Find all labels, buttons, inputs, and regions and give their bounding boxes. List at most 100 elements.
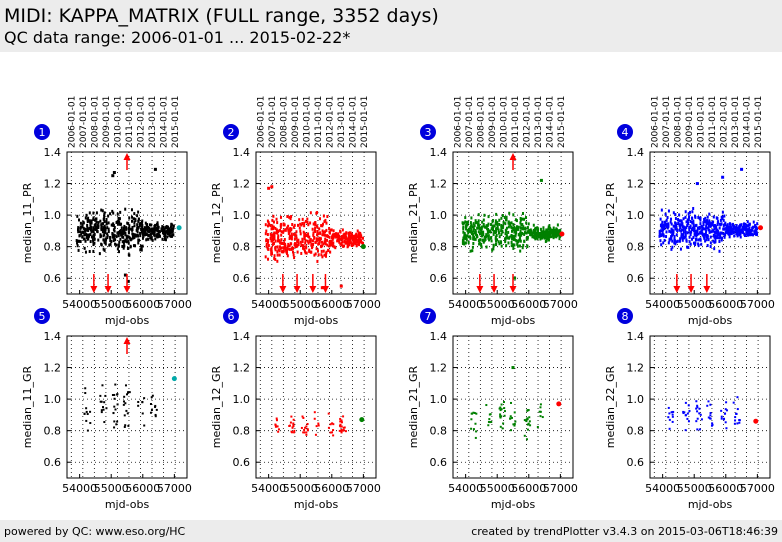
top-date-label: 2008-01-01 [476,96,486,148]
data-point [704,227,707,231]
data-point [99,235,102,239]
data-point [148,223,151,227]
data-point [104,228,107,232]
data-point [95,220,98,224]
data-point [684,233,687,237]
data-point [324,242,327,246]
data-point [320,253,323,257]
data-point [756,222,759,226]
data-point [270,249,273,253]
data-point [149,236,152,240]
data-point [357,241,360,245]
data-point [526,244,529,248]
data-point [284,247,287,251]
data-point [472,411,475,414]
data-point [172,233,175,237]
data-point [504,240,507,244]
data-point [736,408,739,411]
data-point [128,227,131,231]
data-point [472,241,475,245]
data-point [661,220,664,224]
data-point [348,232,351,236]
y-tick-label: 0.8 [44,425,62,438]
data-point [709,241,712,245]
data-point [536,426,539,429]
data-point [488,418,491,421]
data-point [339,417,342,420]
data-point [274,248,277,252]
panel-6: 0.60.81.01.21.454000550005600057000mjd-o… [210,308,381,511]
data-point [495,242,498,246]
data-point [341,228,344,232]
data-point [361,236,364,240]
data-point [701,225,704,229]
data-point [664,212,667,216]
data-point [486,230,489,234]
data-point [126,235,129,239]
data-point [92,217,95,221]
data-point [360,234,363,238]
data-point [332,429,335,432]
data-point [472,222,475,226]
data-point [671,245,674,249]
data-point [314,240,317,244]
data-point [116,231,119,235]
data-point [86,218,89,222]
data-point [528,416,531,419]
data-point [156,223,159,227]
data-point [93,223,96,227]
data-point [688,215,691,219]
data-point [147,233,150,237]
data-point [117,216,120,220]
data-point [137,210,140,214]
data-point [529,233,532,237]
data-point [269,224,272,228]
data-point [727,225,730,229]
plot-area [66,335,188,479]
y-tick-label: 1.2 [627,178,645,191]
data-point [78,239,81,243]
data-point [660,229,663,233]
data-point [474,230,477,234]
data-point [340,421,343,424]
panel-number: 1 [39,126,46,139]
data-point [125,226,128,230]
arrow-head [123,153,131,160]
data-point [123,224,126,228]
data-point [89,240,92,244]
data-point [463,242,466,246]
data-point [123,239,126,243]
data-point [535,232,538,236]
data-point [287,228,290,232]
outlier-point [270,185,274,189]
data-point [105,220,108,224]
data-point [83,233,86,237]
data-point [348,237,351,241]
data-point [345,231,348,235]
data-point [462,236,465,240]
data-point [723,227,726,231]
data-point [541,416,544,419]
data-point [90,235,93,239]
data-point [274,239,277,243]
data-point [133,221,136,225]
data-point [92,216,95,220]
data-point [107,227,110,231]
page-footer: powered by QC: www.eso.org/HC created by… [0,520,782,542]
panel-3: 0.60.81.01.21.454000550005600057000mjd-o… [407,96,578,327]
data-point [516,242,519,246]
data-point [519,229,522,233]
data-point [125,409,128,412]
data-point [274,423,277,426]
top-date-label: 2011-01-01 [511,96,521,148]
data-point [486,227,489,231]
data-point [288,215,291,219]
data-point [112,222,115,226]
data-point [139,231,142,235]
top-date-label: 2011-01-01 [708,96,718,148]
data-point [147,237,150,241]
data-point [490,223,493,227]
data-point [116,393,119,396]
data-point [75,239,78,243]
data-point [111,232,114,236]
